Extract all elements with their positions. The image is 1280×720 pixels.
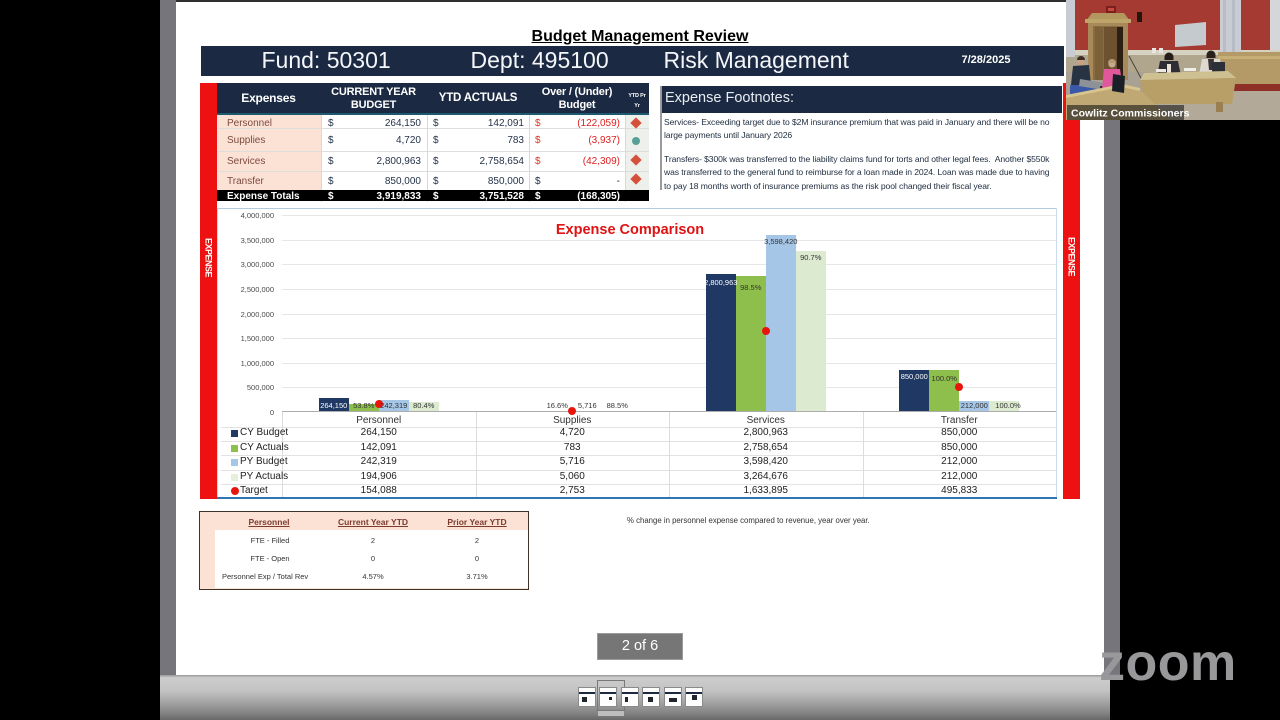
- svg-text:Cowlitz Commissioners: Cowlitz Commissioners: [1071, 108, 1190, 120]
